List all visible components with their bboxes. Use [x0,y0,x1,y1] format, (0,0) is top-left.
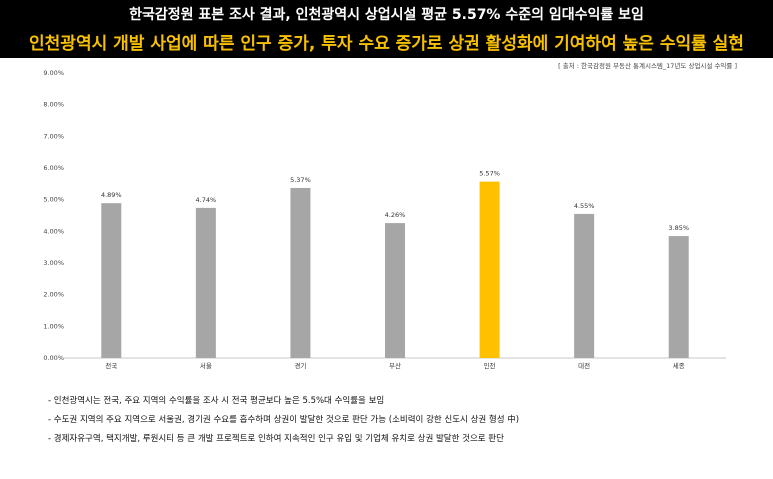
data-label: 4.55% [574,202,595,210]
data-label: 4.89% [101,191,122,199]
note-item: 경제자유구역, 택지개발, 루원시티 등 큰 개발 프로젝트로 인하여 지속적인… [48,434,519,444]
bar [668,236,689,358]
y-tick-label: 5.00% [43,196,64,204]
bar [290,187,311,358]
x-tick-label: 인천 [484,361,496,370]
source-note: [ 출처 : 한국감정원 부동산 통계시스템_17년도 상업시설 수익률 ] [558,62,737,70]
bar [479,181,500,358]
page-title: 한국감정원 표본 조사 결과, 인천광역시 상업시설 평균 5.57% 수준의 … [129,7,644,23]
page-subtitle: 인천광역시 개발 사업에 따른 인구 증가, 투자 수요 증가로 상권 활성화에… [29,34,744,54]
note-item: 수도권 지역의 주요 지역으로 서울권, 경기권 수요를 흡수하며 상권이 발달… [48,415,519,425]
x-tick-label: 서울 [200,361,212,370]
x-tick-label: 세종 [673,361,685,370]
bar [101,203,122,358]
notes-list: 인천광역시는 전국, 주요 지역의 수익률을 조사 시 전국 평균보다 높은 5… [48,396,519,453]
data-label: 4.26% [385,211,406,219]
y-tick-label: 2.00% [43,291,64,299]
data-label: 5.37% [290,176,311,184]
y-tick-label: 7.00% [43,132,64,140]
data-label: 5.57% [479,170,500,178]
header-banner: 한국감정원 표본 조사 결과, 인천광역시 상업시설 평균 5.57% 수준의 … [0,0,773,58]
y-tick-label: 4.00% [43,227,64,235]
bar [195,207,216,358]
data-label: 4.74% [196,196,217,204]
x-tick-label: 전국 [105,361,117,370]
x-tick-label: 부산 [389,361,401,370]
bar [574,213,595,358]
y-tick-label: 1.00% [43,322,64,330]
data-label: 3.85% [668,224,689,232]
bar [385,223,405,358]
y-tick-label: 3.00% [43,259,64,267]
bar-chart: 0.00% 1.00% 2.00% 3.00% 4.00% 5.00% 6.00% 7.00%… [43,69,726,370]
y-tick-label: 0.00% [43,354,64,362]
x-tick-label: 대전 [578,361,590,370]
y-tick-label: 8.00% [43,101,64,109]
note-item: 인천광역시는 전국, 주요 지역의 수익률을 조사 시 전국 평균보다 높은 5… [48,396,519,406]
y-tick-label: 6.00% [43,164,64,172]
x-tick-label: 경기 [294,361,306,370]
y-tick-label: 9.00% [43,69,64,77]
